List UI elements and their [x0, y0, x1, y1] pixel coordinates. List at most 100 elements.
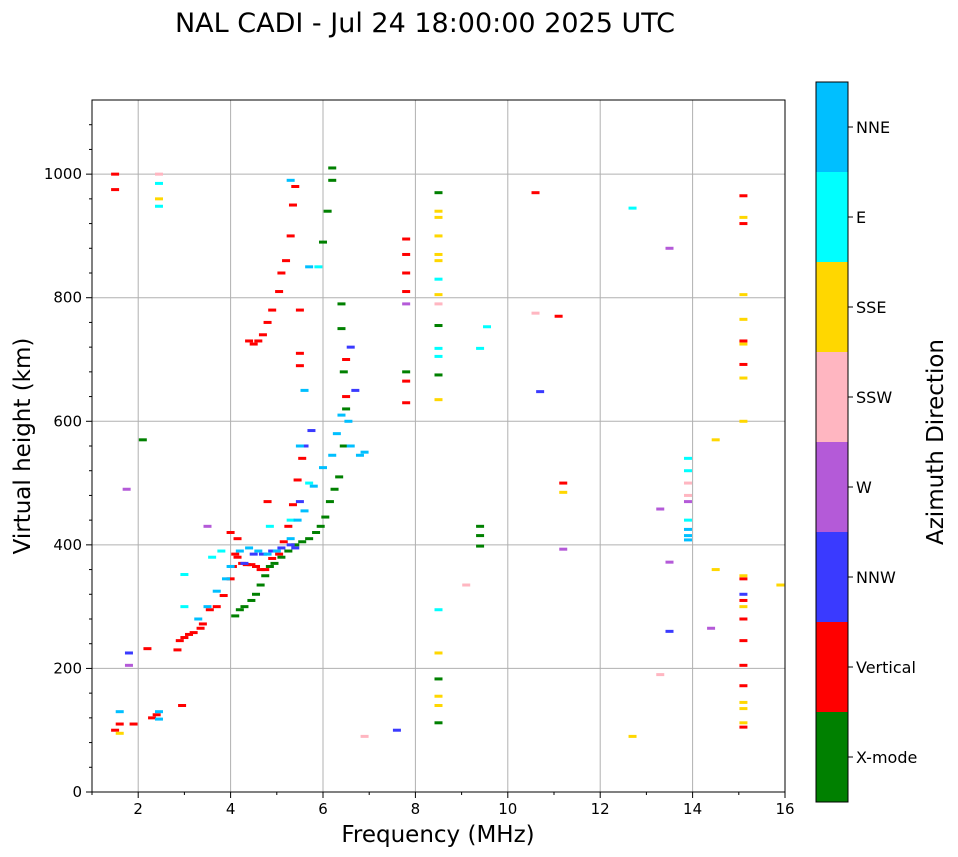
- data-point: [154, 204, 163, 208]
- data-point: [739, 342, 748, 346]
- data-point: [212, 589, 221, 593]
- data-point: [180, 573, 189, 577]
- data-point: [328, 178, 337, 182]
- data-point: [226, 531, 235, 534]
- data-point: [476, 346, 485, 350]
- data-point: [284, 549, 293, 553]
- data-point: [360, 450, 369, 454]
- data-point: [346, 444, 355, 448]
- x-tick-label: 4: [226, 800, 236, 818]
- data-point: [286, 543, 295, 547]
- data-point: [328, 166, 337, 170]
- data-point: [739, 639, 748, 643]
- data-point: [124, 663, 133, 667]
- data-point: [656, 507, 665, 511]
- data-point: [739, 577, 748, 581]
- colorbar-label: Azimuth Direction: [923, 339, 949, 545]
- data-point: [328, 453, 337, 457]
- data-point: [337, 327, 346, 331]
- grid-lines: [92, 100, 786, 793]
- data-point: [739, 194, 748, 198]
- data-point: [291, 185, 300, 188]
- data-point: [342, 407, 351, 411]
- data-point: [111, 188, 120, 192]
- data-point: [434, 346, 443, 350]
- plot-background: [92, 100, 785, 792]
- data-point: [277, 546, 286, 550]
- colorbar-tick-label: E: [856, 208, 866, 227]
- data-point: [277, 271, 286, 275]
- data-point: [434, 191, 443, 195]
- data-point: [111, 728, 120, 732]
- data-point: [335, 475, 344, 479]
- data-point: [392, 728, 401, 732]
- x-axis-label: Frequency (MHz): [341, 822, 534, 848]
- data-point: [683, 456, 692, 460]
- data-point: [739, 684, 748, 688]
- x-tick-label: 8: [411, 800, 421, 818]
- data-point: [279, 540, 288, 544]
- data-point: [233, 555, 242, 559]
- data-point: [342, 395, 351, 399]
- colorbar-segment: [816, 712, 848, 802]
- data-point: [665, 246, 674, 250]
- data-point: [252, 592, 261, 596]
- data-point: [342, 358, 351, 361]
- data-point: [298, 456, 307, 460]
- data-point: [531, 311, 540, 315]
- data-point: [265, 564, 274, 568]
- data-point: [231, 552, 240, 556]
- data-point: [275, 552, 284, 556]
- data-point: [173, 648, 182, 652]
- colorbar-segment: [816, 622, 848, 712]
- data-point: [434, 215, 443, 219]
- data-point: [295, 444, 304, 448]
- data-point: [221, 577, 230, 581]
- data-point: [355, 453, 364, 457]
- data-point: [148, 716, 157, 720]
- data-point: [180, 605, 189, 609]
- data-point: [402, 271, 411, 275]
- data-point: [434, 209, 443, 213]
- data-point: [339, 370, 348, 374]
- data-point: [314, 265, 323, 269]
- chart-title: NAL CADI - Jul 24 18:00:00 2025 UTC: [175, 8, 675, 39]
- data-point: [739, 362, 748, 366]
- data-point: [434, 651, 443, 655]
- colorbar: X-mode Vertical NNW W SSW SSE E NNE: [815, 81, 917, 803]
- colorbar-tick-label: Vertical: [856, 658, 916, 677]
- data-point: [434, 677, 443, 681]
- data-point: [476, 524, 485, 528]
- data-point: [316, 524, 325, 528]
- data-point: [402, 252, 411, 256]
- colorbar-segment: [816, 532, 848, 622]
- data-point: [683, 518, 692, 522]
- data-point: [284, 524, 293, 528]
- data-point: [249, 552, 258, 556]
- data-point: [219, 594, 228, 598]
- data-point: [254, 549, 263, 553]
- data-point: [245, 339, 254, 343]
- data-point: [277, 555, 286, 559]
- colorbar-tick-label: X-mode: [856, 748, 917, 767]
- data-point: [175, 639, 184, 643]
- x-tick-label: 6: [318, 800, 328, 818]
- y-tick-label: 600: [53, 412, 82, 430]
- data-point: [665, 629, 674, 633]
- data-point: [240, 605, 249, 609]
- data-point: [154, 717, 163, 721]
- data-point: [402, 370, 411, 374]
- data-point: [739, 592, 748, 596]
- y-tick-label: 0: [72, 783, 82, 801]
- data-point: [298, 540, 307, 544]
- data-point: [434, 398, 443, 402]
- data-point: [325, 500, 334, 504]
- data-point: [739, 574, 748, 578]
- data-point: [258, 333, 267, 337]
- plot-area: 2 4 6 8 10 12 14 16 0 200 400 600 800 1000: [44, 99, 795, 818]
- data-point: [217, 549, 226, 553]
- data-point: [434, 259, 443, 263]
- colorbar-segment: [816, 442, 848, 532]
- data-point: [344, 419, 353, 423]
